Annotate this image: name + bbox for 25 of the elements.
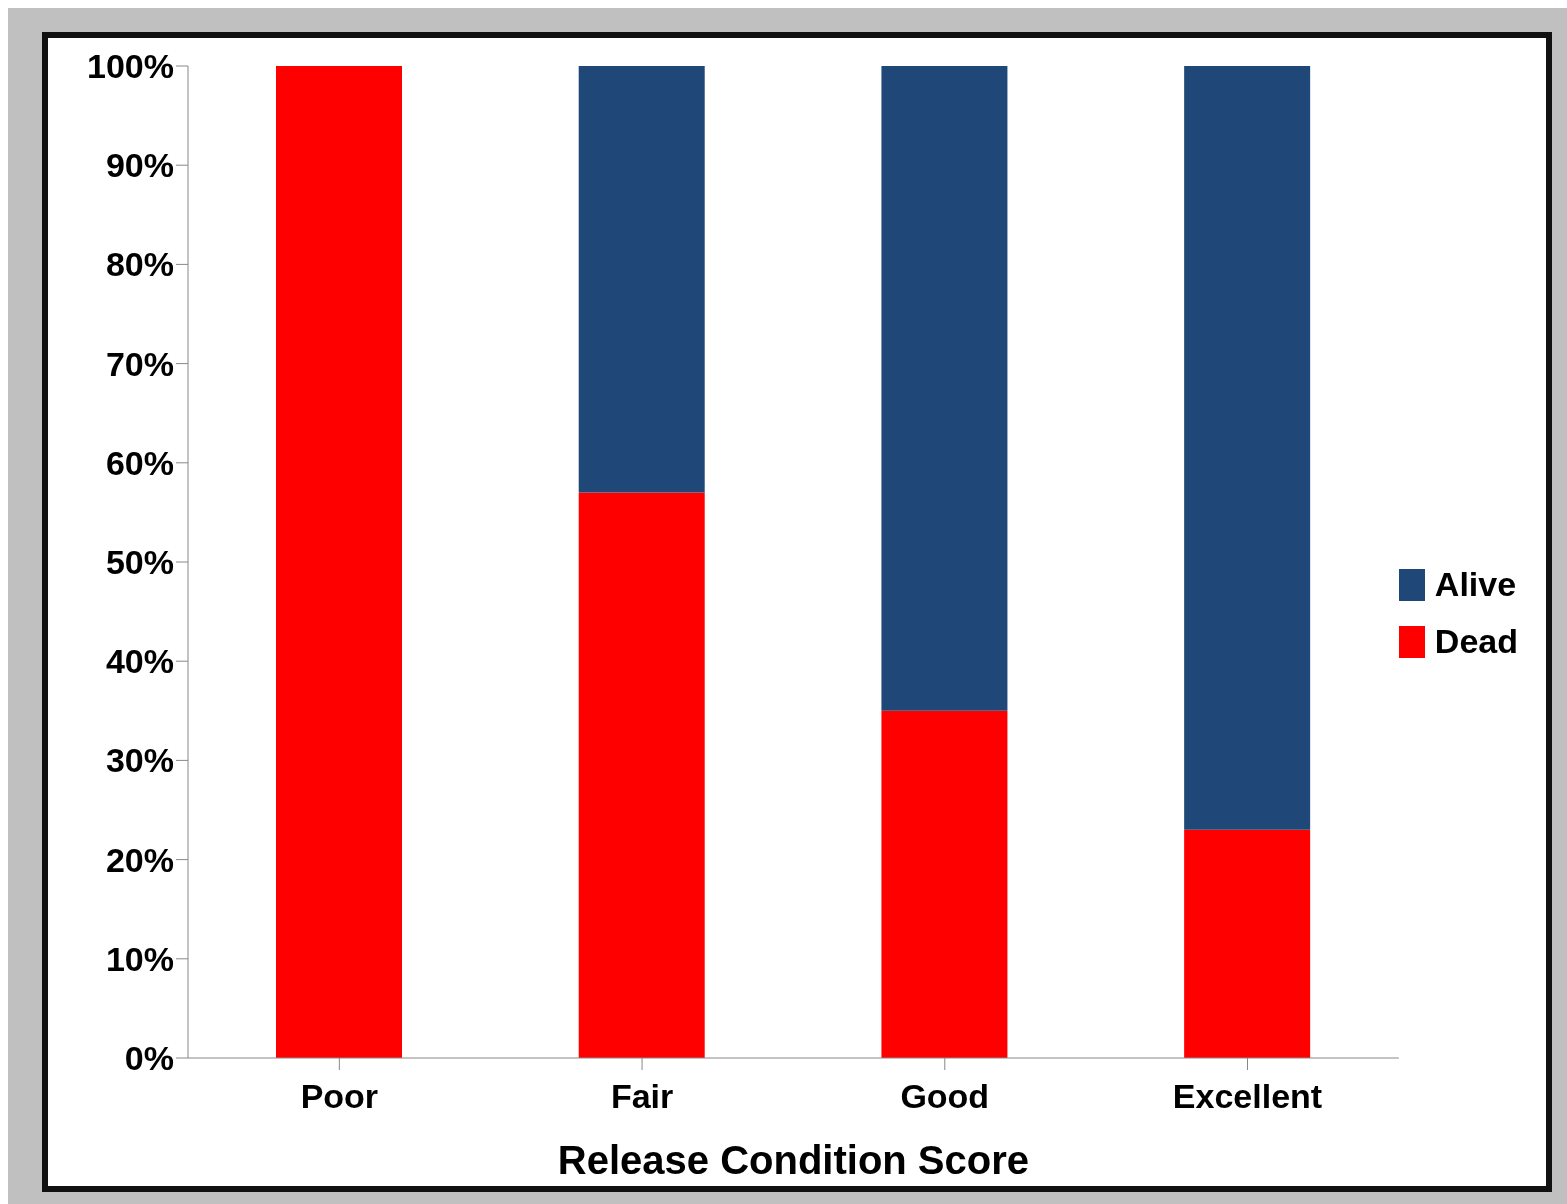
bar <box>276 66 402 1058</box>
y-tick-label: 40% <box>105 642 174 681</box>
y-tick-label: 90% <box>105 146 174 185</box>
bar <box>881 710 1008 1058</box>
legend-label: Dead <box>1434 622 1518 661</box>
bar <box>1184 829 1311 1058</box>
y-tick-label: 50% <box>105 543 174 582</box>
bar <box>578 66 705 493</box>
y-tick-label: 60% <box>105 443 174 482</box>
legend-label: Alive <box>1434 565 1517 604</box>
y-tick-label: 10% <box>105 939 174 978</box>
bar <box>881 66 1008 711</box>
y-tick-label: 80% <box>105 245 174 284</box>
x-tick-label: Poor <box>300 1077 379 1116</box>
y-tick-label: 100% <box>87 47 174 86</box>
y-tick-label: 70% <box>105 344 174 383</box>
bar <box>578 492 705 1058</box>
x-tick-label: Excellent <box>1172 1077 1323 1116</box>
x-axis-title: Release Condition Score <box>557 1138 1030 1182</box>
y-tick-label: 20% <box>105 840 174 879</box>
bar <box>1184 66 1311 830</box>
x-tick-label: Fair <box>610 1077 674 1116</box>
y-tick-label: 0% <box>124 1039 174 1078</box>
x-tick-label: Good <box>900 1077 990 1116</box>
y-tick-label: 30% <box>105 741 174 780</box>
